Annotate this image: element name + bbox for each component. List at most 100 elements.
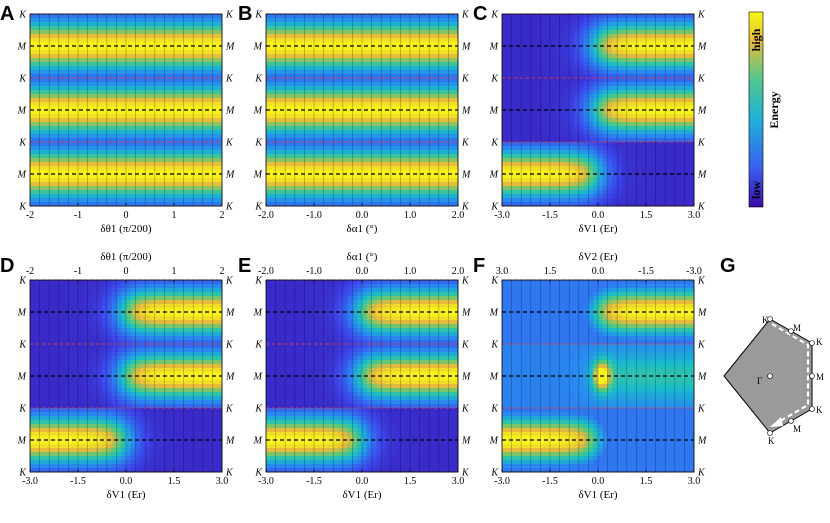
heatmap-cell [381,98,387,103]
heatmap-cell [395,110,401,115]
heatmap-cell [217,18,223,23]
heatmap-cell [154,126,160,131]
heatmap-cell [58,78,64,83]
heatmap-cell [130,106,136,111]
heatmap-cell [275,182,281,187]
heatmap-cell [438,182,444,187]
heatmap-cell [530,14,536,19]
heatmap-cell [381,158,387,163]
heatmap-cell [347,118,353,123]
heatmap-cell [304,42,310,47]
heatmap-cell [54,194,60,199]
heatmap-cell [424,86,430,91]
heatmap-cell [434,178,440,183]
heatmap-cell [150,130,156,135]
heatmap-cell [564,202,570,207]
heatmap-cell [102,50,108,55]
heatmap-cell [135,174,141,179]
heatmap-cell [174,122,180,127]
heatmap-cell [178,158,184,163]
heatmap-cell [410,30,416,35]
heatmap-cell [540,98,546,103]
heatmap-cell [362,126,368,131]
heatmap-cell [207,150,213,155]
heatmap-cell [202,114,208,119]
heatmap-cell [554,98,560,103]
heatmap-cell [217,34,223,39]
heatmap-cell [381,62,387,67]
heatmap-cell [82,130,88,135]
heatmap-cell [198,62,204,67]
heatmap-cell [371,198,377,203]
heatmap-cell [526,102,532,107]
heatmap-cell [593,150,599,155]
heatmap-cell [362,42,368,47]
heatmap-cell [386,18,392,23]
heatmap-cell [376,78,382,83]
heatmap-cell [106,90,112,95]
heatmap-cell [429,102,435,107]
heatmap-cell [376,62,382,67]
heatmap-cell [212,202,218,207]
heatmap-cell [140,142,146,147]
heatmap-cell [569,86,575,91]
heatmap-cell [333,18,339,23]
heatmap-cell [554,86,560,91]
heatmap-cell [588,58,594,63]
heatmap-cell [92,106,98,111]
heatmap-cell [309,50,315,55]
heatmap-cell [130,122,136,127]
heatmap-cell [362,86,368,91]
heatmap-cell [154,34,160,39]
heatmap-cell [270,122,276,127]
heatmap-cell [381,150,387,155]
heatmap-cell [44,158,50,163]
heatmap-cell [588,122,594,127]
heatmap-cell [135,14,141,19]
heatmap-cell [429,98,435,103]
heatmap-cell [405,14,411,19]
heatmap-cell [333,102,339,107]
heatmap-cell [183,186,189,191]
heatmap-cell [511,154,517,159]
heatmap-cell [347,18,353,23]
heatmap-cell [554,146,560,151]
heatmap-cell [97,138,103,143]
heatmap-cell [516,146,522,151]
heatmap-cell [434,70,440,75]
heatmap-cell [294,158,300,163]
heatmap-cell [453,154,459,159]
heatmap-cell [193,174,199,179]
heatmap-cell [154,166,160,171]
heatmap-cell [530,202,536,207]
heatmap-cell [453,198,459,203]
heatmap-cell [130,42,136,47]
heatmap-cell [333,142,339,147]
heatmap-cell [198,26,204,31]
heatmap-cell [111,162,117,167]
heatmap-cell [516,130,522,135]
heatmap-cell [145,162,151,167]
heatmap-cell [583,38,589,43]
heatmap-cell [207,158,213,163]
heatmap-cell [511,114,517,119]
heatmap-cell [602,70,608,75]
heatmap-cell [111,166,117,171]
heatmap-cell [362,26,368,31]
heatmap-cell [106,38,112,43]
heatmap-cell [275,90,281,95]
heatmap-cell [304,78,310,83]
heatmap-cell [44,94,50,99]
heatmap-cell [92,170,98,175]
heatmap-cell [63,202,69,207]
heatmap-cell [366,38,372,43]
heatmap-cell [154,90,160,95]
heatmap-cell [395,78,401,83]
heatmap-cell [135,114,141,119]
heatmap-cell [328,186,334,191]
heatmap-cell [193,18,199,23]
heatmap-cell [506,54,512,59]
heatmap-cell [347,34,353,39]
heatmap-cell [410,62,416,67]
heatmap-cell [338,102,344,107]
